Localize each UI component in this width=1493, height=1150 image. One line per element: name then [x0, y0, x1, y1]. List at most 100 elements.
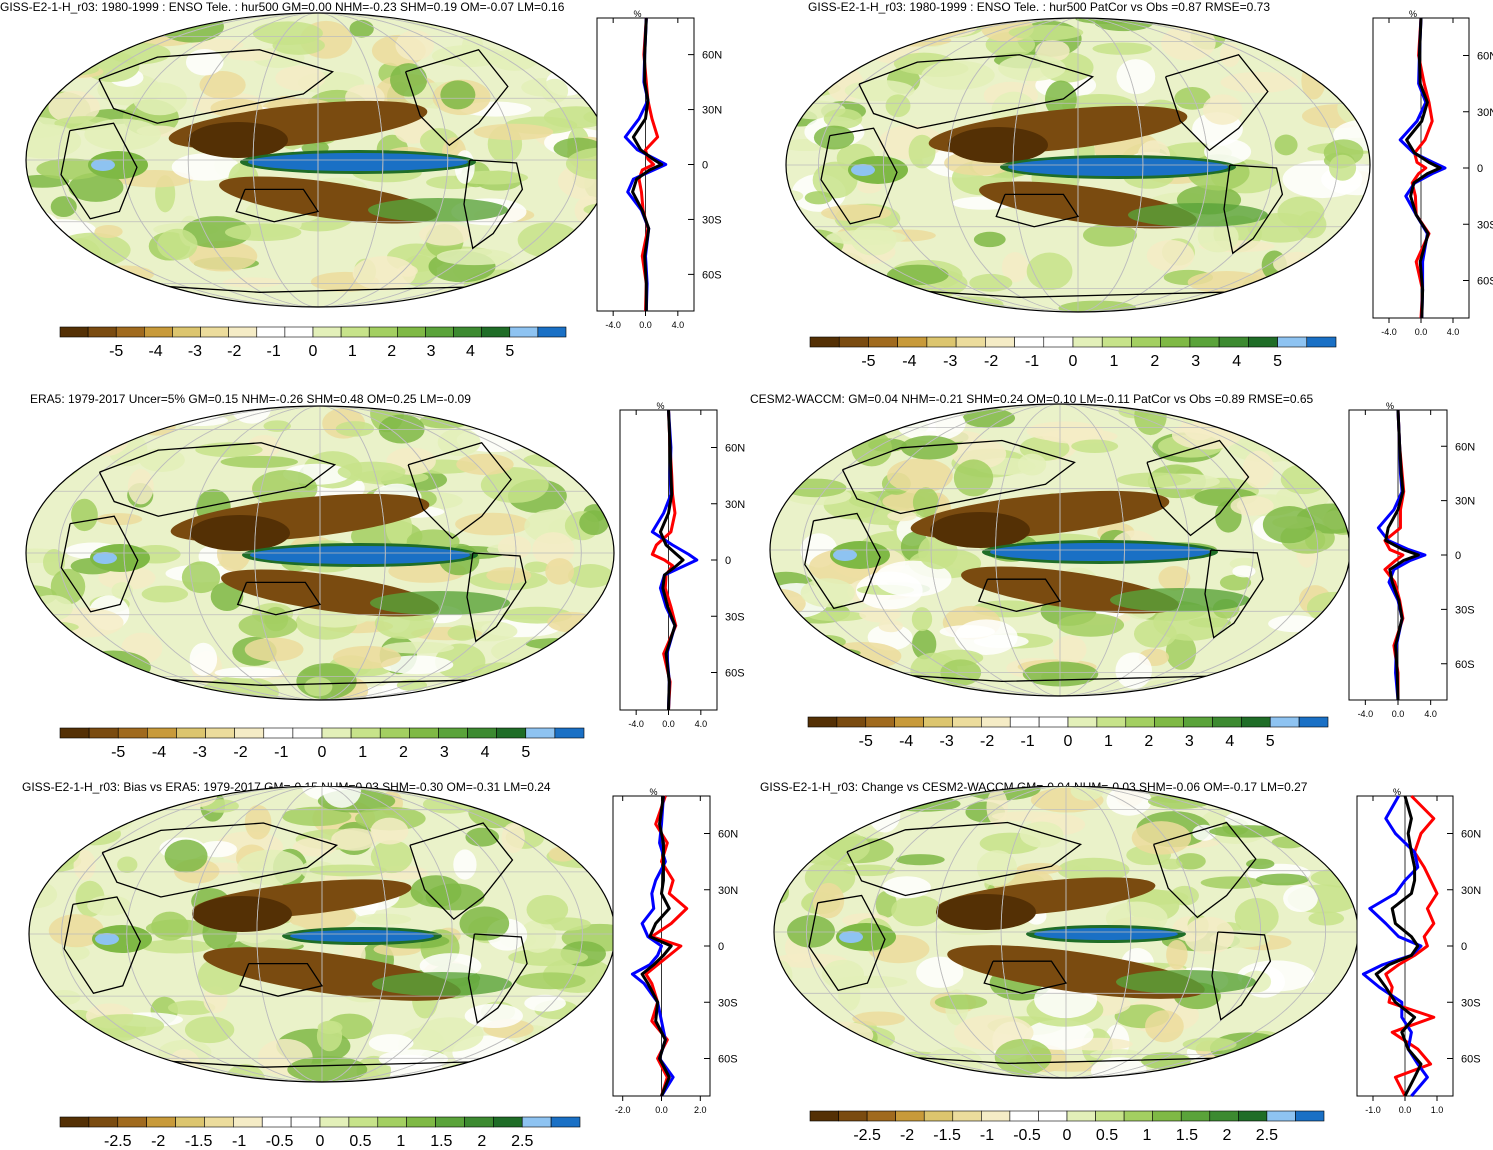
- map-and-profile: % 60N 30N 0 30S 60S -4.0 0.0 4.0 -5 -4 -3 -2 -1 0 1 2 3 4 5: [25, 401, 745, 761]
- continent-outline: [404, 49, 509, 147]
- colorbar-label: 2.5: [511, 1133, 533, 1150]
- colorbar-swatch: [894, 716, 924, 728]
- colorbar-swatch: [377, 1116, 407, 1128]
- panel-title: CESM2-WACCM: GM=0.04 NHM=-0.21 SHM=0.24 …: [750, 392, 1314, 406]
- colorbar-swatch: [1101, 336, 1132, 348]
- colorbar-swatch: [397, 326, 426, 338]
- continent-outline: [239, 962, 324, 997]
- colorbar-swatch: [985, 336, 1015, 348]
- continent-outline: [467, 933, 528, 1024]
- unit-label: %: [633, 10, 641, 19]
- continent-outline: [846, 821, 1083, 897]
- unit-label: %: [1393, 787, 1401, 797]
- lat-tick-label: 30S: [718, 997, 738, 1009]
- lat-tick-label: 30S: [1461, 997, 1481, 1009]
- unit-label: %: [1409, 10, 1417, 19]
- world-map: [28, 786, 616, 1083]
- colorbar-label: 2: [1144, 733, 1153, 750]
- colorbar-swatch: [1038, 1110, 1068, 1122]
- continent-outline: [236, 581, 322, 616]
- colorbar-swatch: [1189, 336, 1220, 348]
- series-black: [1384, 409, 1420, 701]
- panel-1: GISS-E2-1-H_r03: 1980-1999 : ENSO Tele. …: [0, 0, 746, 380]
- lat-tick-label: 60S: [702, 269, 722, 281]
- colorbar-swatch: [1306, 336, 1337, 348]
- x-tick-label: 0.0: [1399, 1105, 1412, 1115]
- colorbar-label: 4: [1225, 733, 1234, 750]
- continent-outline: [804, 512, 881, 610]
- colorbar-swatch: [1125, 716, 1155, 728]
- colorbar-label: -2: [151, 1133, 165, 1150]
- colorbar-swatch: [1248, 336, 1278, 348]
- colorbar-label: 0.5: [1096, 1127, 1118, 1144]
- lat-tick-label: 0: [718, 941, 724, 953]
- colorbar-label: -3: [193, 744, 207, 761]
- panel-title: GISS-E2-1-H_r03: 1980-1999 : ENSO Tele. …: [808, 0, 1271, 14]
- panel-6: GISS-E2-1-H_r03: Change vs CESM2-WACCM G…: [746, 776, 1493, 1150]
- x-tick-label: 2.0: [694, 1105, 707, 1115]
- colorbar: -5 -4 -3 -2 -1 0 1 2 3 4 5: [59, 727, 585, 761]
- continent-outline: [1211, 931, 1272, 1021]
- colorbar-swatch: [836, 716, 867, 728]
- colorbar-swatch: [205, 727, 235, 739]
- colorbar-swatch: [1123, 1110, 1153, 1122]
- colorbar-swatch: [292, 727, 323, 739]
- colorbar-label: 2: [387, 343, 396, 360]
- lat-tick-label: 30N: [702, 105, 722, 117]
- colorbar-label: -2: [233, 744, 247, 761]
- colorbar-label: -2.5: [104, 1133, 132, 1150]
- x-tick-label: -4.0: [1358, 709, 1374, 719]
- colorbar-label: -1.5: [933, 1127, 961, 1144]
- continent-outline: [820, 127, 898, 225]
- continent-outline: [977, 578, 1062, 612]
- colorbar-swatch: [59, 727, 90, 739]
- colorbar-label: 2: [1150, 353, 1159, 370]
- colorbar: -5 -4 -3 -2 -1 0 1 2 3 4 5: [59, 326, 567, 360]
- colorbar-label: -1: [274, 744, 288, 761]
- colorbar-swatch: [1009, 716, 1040, 728]
- lat-tick-label: 60S: [718, 1054, 738, 1066]
- colorbar-label: -3: [943, 353, 957, 370]
- world-map: [769, 403, 1351, 697]
- unit-label: %: [1386, 401, 1394, 411]
- lat-tick-label: 0: [702, 160, 708, 172]
- colorbar-swatch: [425, 326, 454, 338]
- colorbar-label: 2: [1222, 1127, 1231, 1144]
- colorbar-swatch: [550, 1116, 581, 1128]
- colorbar: -2.5 -2 -1.5 -1 -0.5 0 0.5 1 1.5 2 2.5: [59, 1116, 581, 1150]
- colorbar-swatch: [379, 727, 410, 739]
- colorbar-swatch: [467, 727, 497, 739]
- colorbar-swatch: [1152, 1110, 1182, 1122]
- series-black: [1405, 17, 1442, 319]
- colorbar-swatch: [204, 1116, 234, 1128]
- colorbar-label: 1: [348, 343, 357, 360]
- x-tick-label: 0.0: [639, 320, 652, 330]
- colorbar-label: 2: [477, 1133, 486, 1150]
- colorbar-swatch: [290, 1116, 321, 1128]
- colorbar-swatch: [1277, 336, 1308, 348]
- colorbar-swatch: [1014, 336, 1045, 348]
- colorbar-label: -2: [900, 1127, 914, 1144]
- lat-tick-label: 0: [1455, 550, 1461, 562]
- x-tick-label: -4.0: [628, 719, 644, 729]
- panel-title: GISS-E2-1-H_r03: 1980-1999 : ENSO Tele. …: [0, 0, 565, 14]
- colorbar-label: 1.5: [430, 1133, 452, 1150]
- colorbar-swatch: [234, 727, 265, 739]
- world-map: [785, 17, 1371, 313]
- colorbar-swatch: [1298, 716, 1329, 728]
- lat-tick-label: 30S: [1455, 604, 1475, 616]
- colorbar-label: 1: [1104, 733, 1113, 750]
- colorbar-swatch: [117, 1116, 147, 1128]
- unit-label: %: [656, 401, 664, 411]
- continent-outline: [60, 515, 139, 613]
- colorbar-label: 1.5: [1176, 1127, 1198, 1144]
- colorbar-label: 0: [1063, 1127, 1072, 1144]
- colorbar-label: -4: [899, 733, 913, 750]
- lat-tick-label: 60N: [1455, 441, 1475, 453]
- continent-outline: [407, 442, 512, 540]
- zonal-mean-profile: % 60N 30N 0 30S 60S -4.0 0.0 4.0: [596, 10, 722, 330]
- panel-2: GISS-E2-1-H_r03: 1980-1999 : ENSO Tele. …: [746, 0, 1493, 380]
- continent-outline: [409, 822, 514, 921]
- colorbar-label: -4: [148, 343, 162, 360]
- zonal-mean-profile: % 60N 30N 0 30S 60S -4.0 0.0 4.0: [619, 401, 745, 729]
